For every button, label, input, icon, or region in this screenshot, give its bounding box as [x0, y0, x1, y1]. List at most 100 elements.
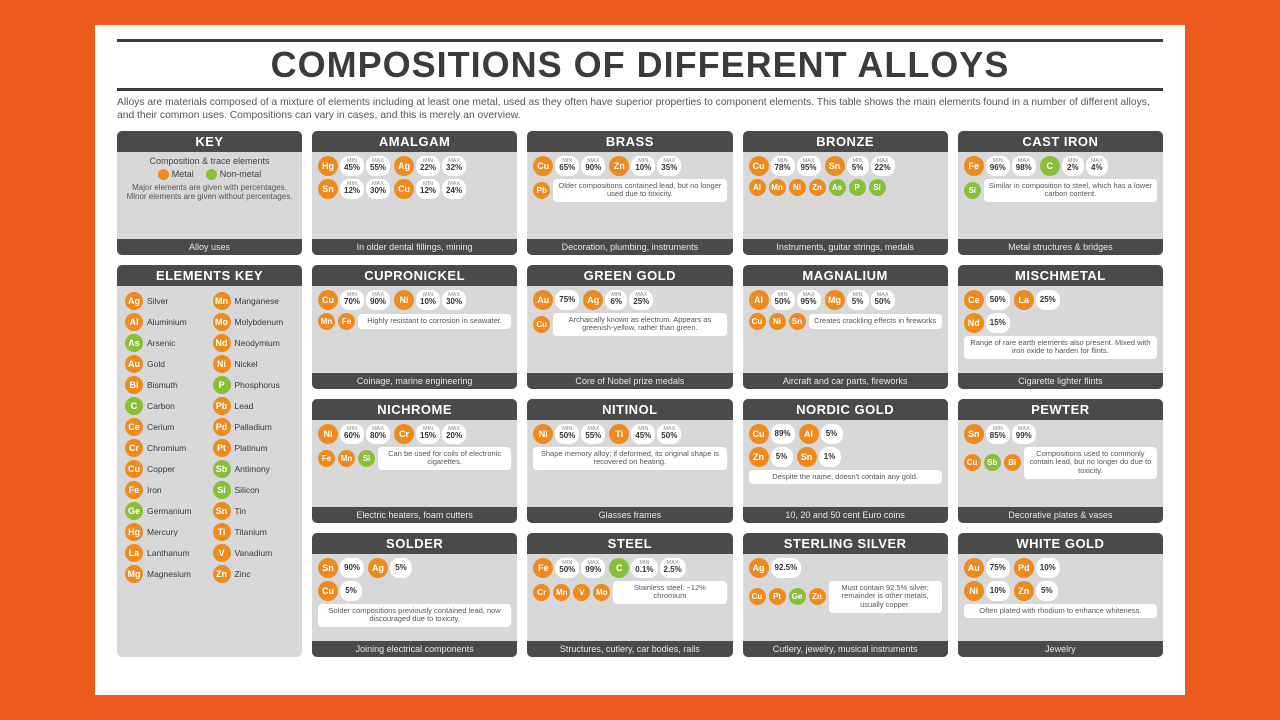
element-chip: Ag [368, 558, 388, 578]
alloy-uses: Cigarette lighter flints [958, 373, 1163, 389]
major-element: Au75% [533, 290, 579, 310]
element-chip: Mo [213, 313, 231, 331]
element-name: Lead [235, 401, 254, 411]
alloy-card: WHITE GOLD Au75%Pd10%Ni10%Zn5%Often plat… [958, 533, 1163, 657]
elements-key-list: AgSilverMnManganeseAlAluminiumMoMolybden… [117, 286, 302, 589]
alloy-card: BRASS CuMIN65%MAX90%ZnMIN10%MAX35%PbOlde… [527, 131, 732, 255]
pct-pill: MAX30% [442, 290, 466, 310]
element-chip: Cr [125, 439, 143, 457]
alloy-header: CUPRONICKEL [312, 265, 517, 286]
major-element: Pd10% [1014, 558, 1060, 578]
pct-pill: MAX99% [581, 558, 605, 578]
key-footer: Alloy uses [117, 239, 302, 255]
pct-pill: 50% [986, 290, 1010, 310]
key-metal-label: Metal [172, 169, 194, 179]
major-element: CuMIN70%MAX90% [318, 290, 390, 310]
pct-pill: 5% [340, 581, 362, 601]
element-chip: Zn [809, 588, 826, 605]
element-key-row: MoMolybdenum [213, 313, 295, 331]
page-title: COMPOSITIONS OF DIFFERENT ALLOYS [117, 39, 1163, 91]
element-chip: Mg [825, 290, 845, 310]
pct-pill: MAX30% [366, 179, 390, 199]
element-key-row: PPhosphorus [213, 376, 295, 394]
key-header: KEY [117, 131, 302, 152]
alloy-header: NORDIC GOLD [743, 399, 948, 420]
alloy-uses: Decoration, plumbing, instruments [527, 239, 732, 255]
element-chip: Nd [213, 334, 231, 352]
element-chip: Mn [213, 292, 231, 310]
pct-pill: 10% [1036, 558, 1060, 578]
element-chip: Ni [769, 313, 786, 330]
element-chip: Hg [318, 156, 338, 176]
pct-pill: MAX95% [797, 290, 821, 310]
major-element: AgMIN6%MAX25% [583, 290, 653, 310]
minor-element: Mn [338, 450, 355, 467]
pct-pill: MIN45% [631, 424, 655, 444]
major-element: TiMIN45%MAX50% [609, 424, 681, 444]
pct-pill: MAX35% [657, 156, 681, 176]
major-element: Zn5% [749, 447, 793, 467]
pct-pill: 5% [771, 447, 793, 467]
element-key-row: PtPlatinum [213, 439, 295, 457]
element-chip: Pt [213, 439, 231, 457]
element-key-row: VVanadium [213, 544, 295, 562]
element-chip: Ag [749, 558, 769, 578]
pct-pill: MAX4% [1086, 156, 1108, 176]
element-chip: Pd [1014, 558, 1034, 578]
minor-element: Sn [789, 313, 806, 330]
pct-pill: MIN12% [340, 179, 364, 199]
element-key-row: CuCopper [125, 460, 207, 478]
element-chip: Sn [964, 424, 984, 444]
element-chip: Cu [749, 313, 766, 330]
element-key-row: GeGermanium [125, 502, 207, 520]
element-key-row: AsArsenic [125, 334, 207, 352]
major-element: NiMIN10%MAX30% [394, 290, 466, 310]
minor-element: Pt [769, 588, 786, 605]
pct-pill: 89% [771, 424, 795, 444]
element-chip: Ce [125, 418, 143, 436]
element-chip: As [125, 334, 143, 352]
alloy-header: SOLDER [312, 533, 517, 554]
element-chip: Ge [789, 588, 806, 605]
alloy-card: STERLING SILVER Ag92.5%CuPtGeZnMust cont… [743, 533, 948, 657]
element-chip: V [213, 544, 231, 562]
major-element: CMIN0.1%MAX2.5% [609, 558, 685, 578]
element-name: Antimony [235, 464, 270, 474]
alloy-uses: In older dental fillings, mining [312, 239, 517, 255]
alloy-header: PEWTER [958, 399, 1163, 420]
element-chip: Sn [318, 558, 338, 578]
alloy-header: CAST IRON [958, 131, 1163, 152]
major-element: HgMIN45%MAX55% [318, 156, 390, 176]
major-element: CuMIN78%MAX95% [749, 156, 821, 176]
alloy-header: BRASS [527, 131, 732, 152]
major-element: Zn5% [1014, 581, 1058, 601]
element-key-row: AgSilver [125, 292, 207, 310]
minor-element: Ni [769, 313, 786, 330]
element-name: Carbon [147, 401, 175, 411]
element-name: Cerium [147, 422, 174, 432]
major-element: SnMIN85%MAX99% [964, 424, 1036, 444]
alloy-note: Must contain 92.5% silver; remainder is … [829, 581, 942, 613]
element-name: Copper [147, 464, 175, 474]
key-nonmetal-swatch: Non-metal [206, 169, 262, 180]
alloy-card: NORDIC GOLD Cu89%Al5%Zn5%Sn1%Despite the… [743, 399, 948, 523]
element-key-row: PdPalladium [213, 418, 295, 436]
alloy-note: Highly resistant to corrosion in seawate… [358, 314, 511, 329]
alloy-header: WHITE GOLD [958, 533, 1163, 554]
major-element: Ce50% [964, 290, 1010, 310]
element-chip: Au [125, 355, 143, 373]
pct-pill: 10% [986, 581, 1010, 601]
alloy-header: GREEN GOLD [527, 265, 732, 286]
minor-element: Cu [749, 588, 766, 605]
alloy-note: Often plated with rhodium to enhance whi… [964, 604, 1157, 619]
element-name: Neodymium [235, 338, 280, 348]
key-card: KEY Composition & trace elements Metal N… [117, 131, 302, 255]
alloy-card: GREEN GOLD Au75%AgMIN6%MAX25%CuArchaical… [527, 265, 732, 389]
alloy-header: AMALGAM [312, 131, 517, 152]
minor-element: Si [964, 182, 981, 199]
element-chip: Cu [749, 424, 769, 444]
pct-pill: MAX24% [442, 179, 466, 199]
element-chip: Sn [825, 156, 845, 176]
minor-element: As [829, 179, 846, 196]
major-element: Sn90% [318, 558, 364, 578]
